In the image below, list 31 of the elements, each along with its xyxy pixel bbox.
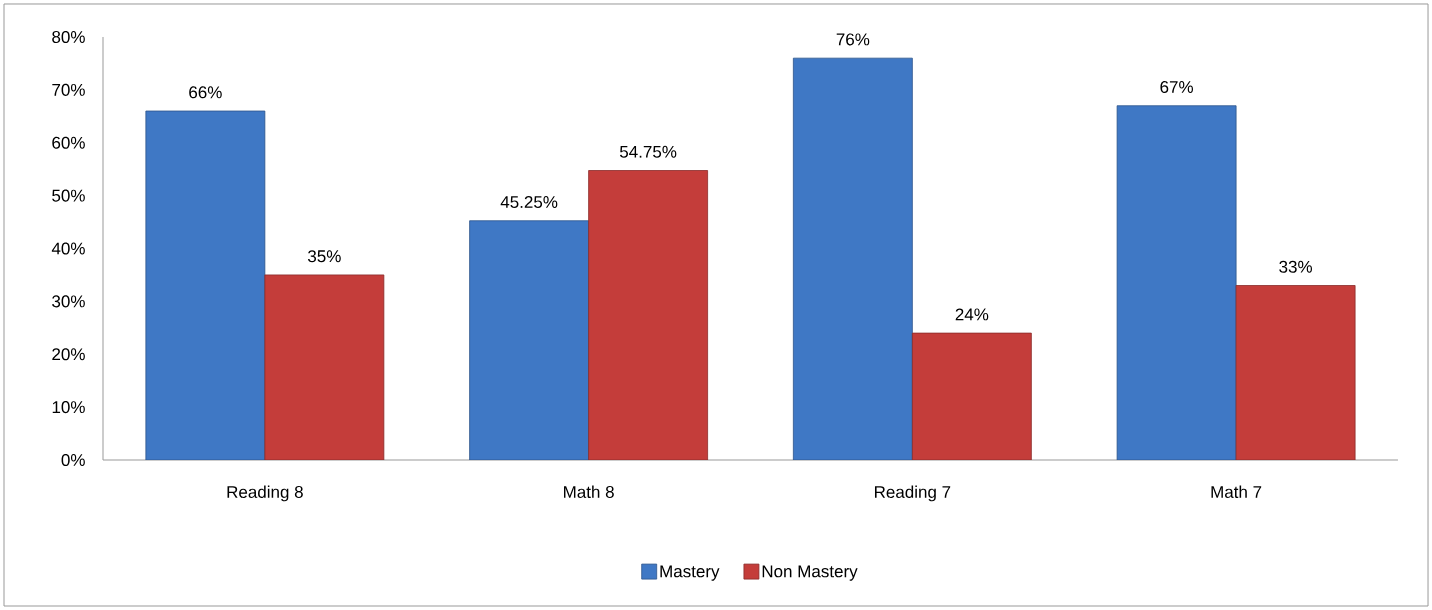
data-label: 66% [189, 86, 222, 99]
bar [911, 332, 1032, 460]
y-tick-label: 80% [52, 30, 85, 44]
y-tick-label: 30% [52, 295, 85, 308]
data-label: 67% [1160, 80, 1193, 94]
data-label: 33% [1279, 260, 1312, 273]
y-tick-label: 50% [52, 189, 85, 202]
bar [792, 57, 913, 460]
y-tick-label: 60% [52, 136, 85, 149]
bar [145, 110, 266, 460]
x-tick-label: Math 7 [1211, 485, 1262, 499]
y-tick-label: 10% [52, 401, 85, 414]
y-tick-label: 20% [52, 348, 85, 361]
x-tick-label: Reading 7 [874, 485, 951, 502]
bar [264, 274, 385, 460]
y-tick-label: 70% [52, 83, 85, 96]
y-tick-label: 40% [51, 242, 85, 255]
data-label: 76% [836, 33, 870, 46]
bar [1235, 285, 1356, 460]
y-tick-label: 0% [61, 453, 85, 467]
legend-label: Non Mastery [762, 565, 858, 581]
x-tick-label: Reading 8 [227, 485, 303, 502]
data-label: 24% [955, 308, 989, 321]
data-label: 35% [308, 250, 341, 263]
legend-label: Mastery [660, 565, 720, 581]
data-label: 54.75% [619, 145, 677, 158]
x-tick-label: Math 8 [564, 485, 614, 499]
data-label: 45.25% [500, 195, 558, 209]
bar [588, 170, 709, 460]
bar [1116, 105, 1237, 460]
bar [469, 220, 590, 460]
